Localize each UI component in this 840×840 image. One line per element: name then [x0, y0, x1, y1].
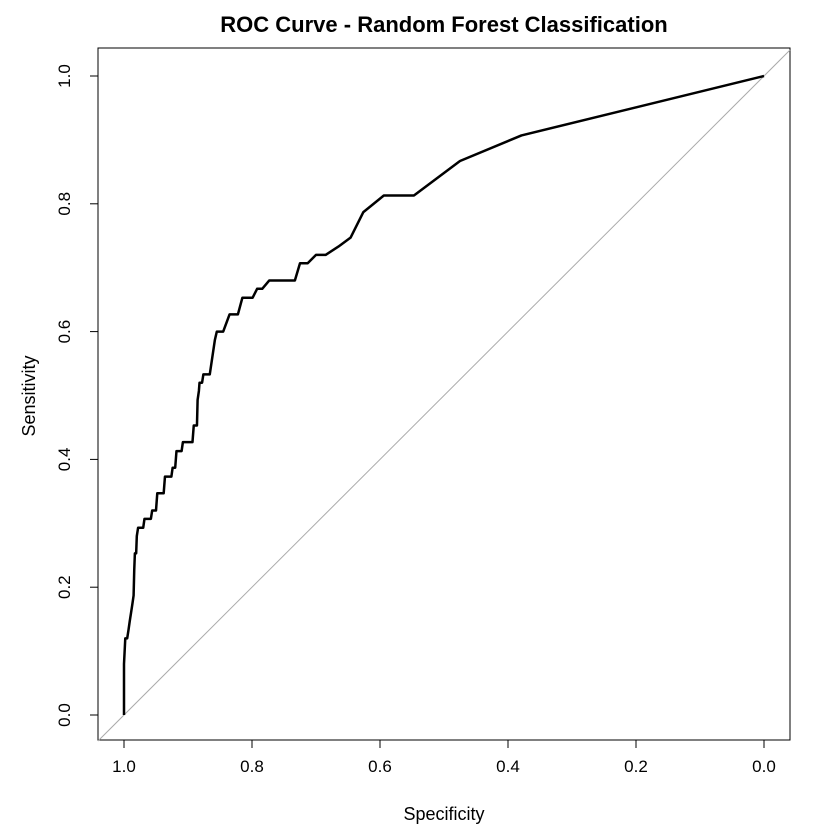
x-tick-label: 1.0 — [112, 757, 136, 776]
x-tick-label: 0.2 — [624, 757, 648, 776]
y-axis-label: Sensitivity — [19, 355, 39, 436]
x-tick-label: 0.0 — [752, 757, 776, 776]
roc-curve-line — [122, 74, 765, 715]
y-tick-label: 0.6 — [55, 320, 74, 344]
y-tick-label: 0.8 — [55, 192, 74, 216]
y-tick-label: 1.0 — [55, 64, 74, 88]
y-tick-label: 0.4 — [55, 448, 74, 472]
y-tick-label: 0.2 — [55, 575, 74, 599]
series-layer — [122, 74, 765, 715]
x-tick-label: 0.8 — [240, 757, 264, 776]
reference-diagonal — [97, 49, 791, 742]
y-tick-label: 0.0 — [55, 703, 74, 727]
x-tick-label: 0.6 — [368, 757, 392, 776]
x-tick-label: 0.4 — [496, 757, 520, 776]
x-axis: 1.0 0.8 0.6 0.4 0.2 0.0 — [112, 740, 776, 776]
chart-title: ROC Curve - Random Forest Classification — [220, 12, 667, 37]
plot-frame — [97, 47, 791, 741]
x-axis-label: Specificity — [403, 804, 484, 824]
y-axis: 0.0 0.2 0.4 0.6 0.8 1.0 — [55, 64, 98, 727]
reference-line — [97, 49, 791, 742]
